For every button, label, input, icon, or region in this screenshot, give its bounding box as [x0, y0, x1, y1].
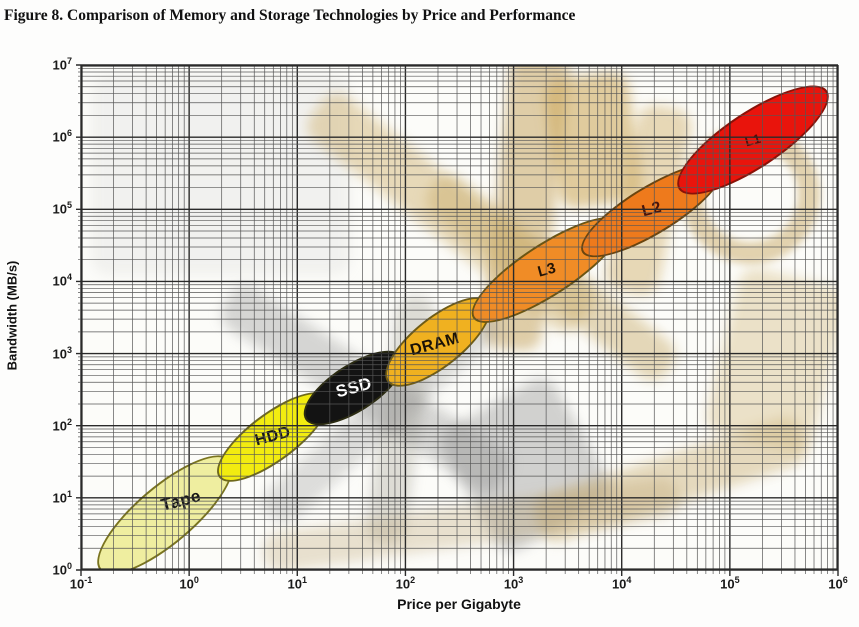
y-tick-label: 105 — [52, 200, 72, 217]
figure-title: Figure 8. Comparison of Memory and Stora… — [4, 7, 576, 24]
y-tick-label: 103 — [52, 344, 72, 361]
x-tick-label: 105 — [720, 575, 740, 592]
y-axis-label: Bandwidth (MB/s) — [4, 260, 20, 371]
x-tick-label: 106 — [828, 575, 848, 592]
x-axis-label: Price per Gigabyte — [397, 596, 521, 612]
y-tick-label: 100 — [52, 561, 72, 578]
x-tick-label: 101 — [287, 575, 308, 592]
x-tick-label: 10-1 — [69, 575, 93, 592]
plot-area: Tape HDD SSD DRAM L3 L2 L1 — [81, 65, 838, 570]
y-tick-label: 107 — [52, 56, 72, 73]
watermark-blob — [91, 75, 351, 275]
y-tick-label: 102 — [52, 416, 72, 434]
watermark-blob — [702, 264, 838, 456]
x-tick-label: 104 — [611, 575, 632, 592]
x-tick-label: 100 — [179, 575, 199, 592]
y-tick-label: 101 — [52, 488, 72, 506]
x-tick-label: 102 — [395, 575, 416, 592]
y-tick-label: 104 — [52, 272, 72, 289]
y-tick-label: 106 — [52, 128, 72, 145]
x-tick-label: 103 — [503, 575, 524, 592]
